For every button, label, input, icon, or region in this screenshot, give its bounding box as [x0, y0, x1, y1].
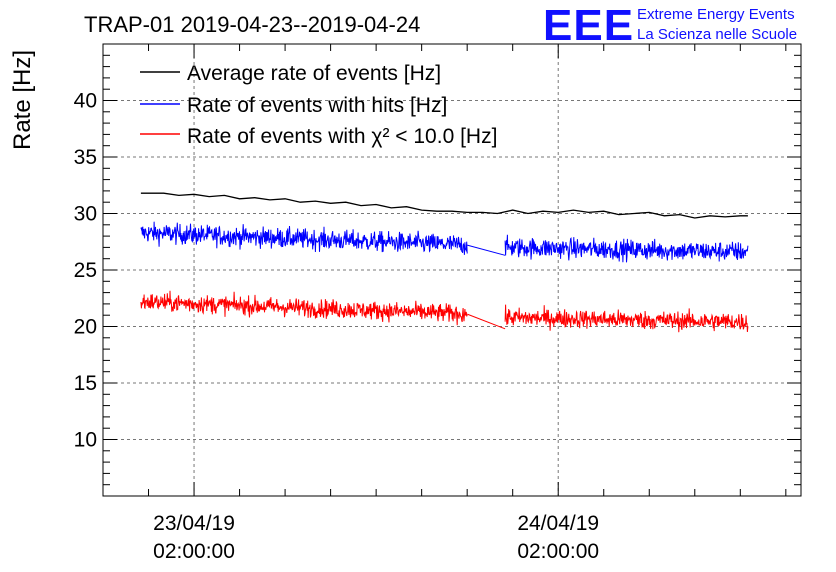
legend-label-hits: Rate of events with hits [Hz]	[187, 94, 447, 117]
grid	[103, 44, 801, 496]
legend-label-average: Average rate of events [Hz]	[187, 62, 441, 85]
y-tick-label: 25	[74, 259, 97, 282]
series-line-average	[140, 192, 748, 219]
x-tick-label-time: 02:00:00	[153, 540, 235, 563]
axis-ticks	[103, 44, 801, 496]
legend: Average rate of events [Hz] Rate of even…	[140, 62, 497, 148]
series-line-chi2-segment	[467, 313, 506, 330]
x-tick-label-date: 24/04/19	[517, 512, 599, 535]
series-line-hits-segment	[467, 244, 506, 256]
logo-line-1: Extreme Energy Events	[637, 6, 795, 23]
y-tick-label: 35	[74, 146, 97, 169]
logo-line-2: La Scienza nelle Scuole	[637, 26, 797, 43]
x-tick-labels: 23/04/19 02:00:00 24/04/19 02:00:00	[153, 512, 599, 563]
series-line-chi2-segment	[140, 290, 468, 326]
x-tick-label-date: 23/04/19	[153, 512, 235, 535]
series-line-chi2-segment	[504, 304, 749, 333]
series-line-hits-segment	[140, 221, 468, 255]
y-tick-label: 40	[74, 90, 97, 113]
y-tick-labels: 10 15 20 25 30 35 40	[74, 90, 97, 452]
chart-title: TRAP-01 2019-04-23--2019-04-24	[84, 12, 420, 37]
y-tick-label: 15	[74, 372, 97, 395]
legend-label-chi2: Rate of events with χ² < 10.0 [Hz]	[187, 125, 497, 148]
y-axis-label: Rate [Hz]	[9, 50, 36, 150]
series-line-hits-segment	[504, 234, 749, 263]
eee-logo: EEE Extreme Energy Events La Scienza nel…	[543, 1, 797, 50]
series-group	[140, 192, 749, 333]
y-tick-label: 20	[74, 316, 97, 339]
y-tick-label: 30	[74, 203, 97, 226]
y-tick-label: 10	[74, 429, 97, 452]
logo-mark: EEE	[543, 1, 634, 50]
x-tick-label-time: 02:00:00	[517, 540, 599, 563]
